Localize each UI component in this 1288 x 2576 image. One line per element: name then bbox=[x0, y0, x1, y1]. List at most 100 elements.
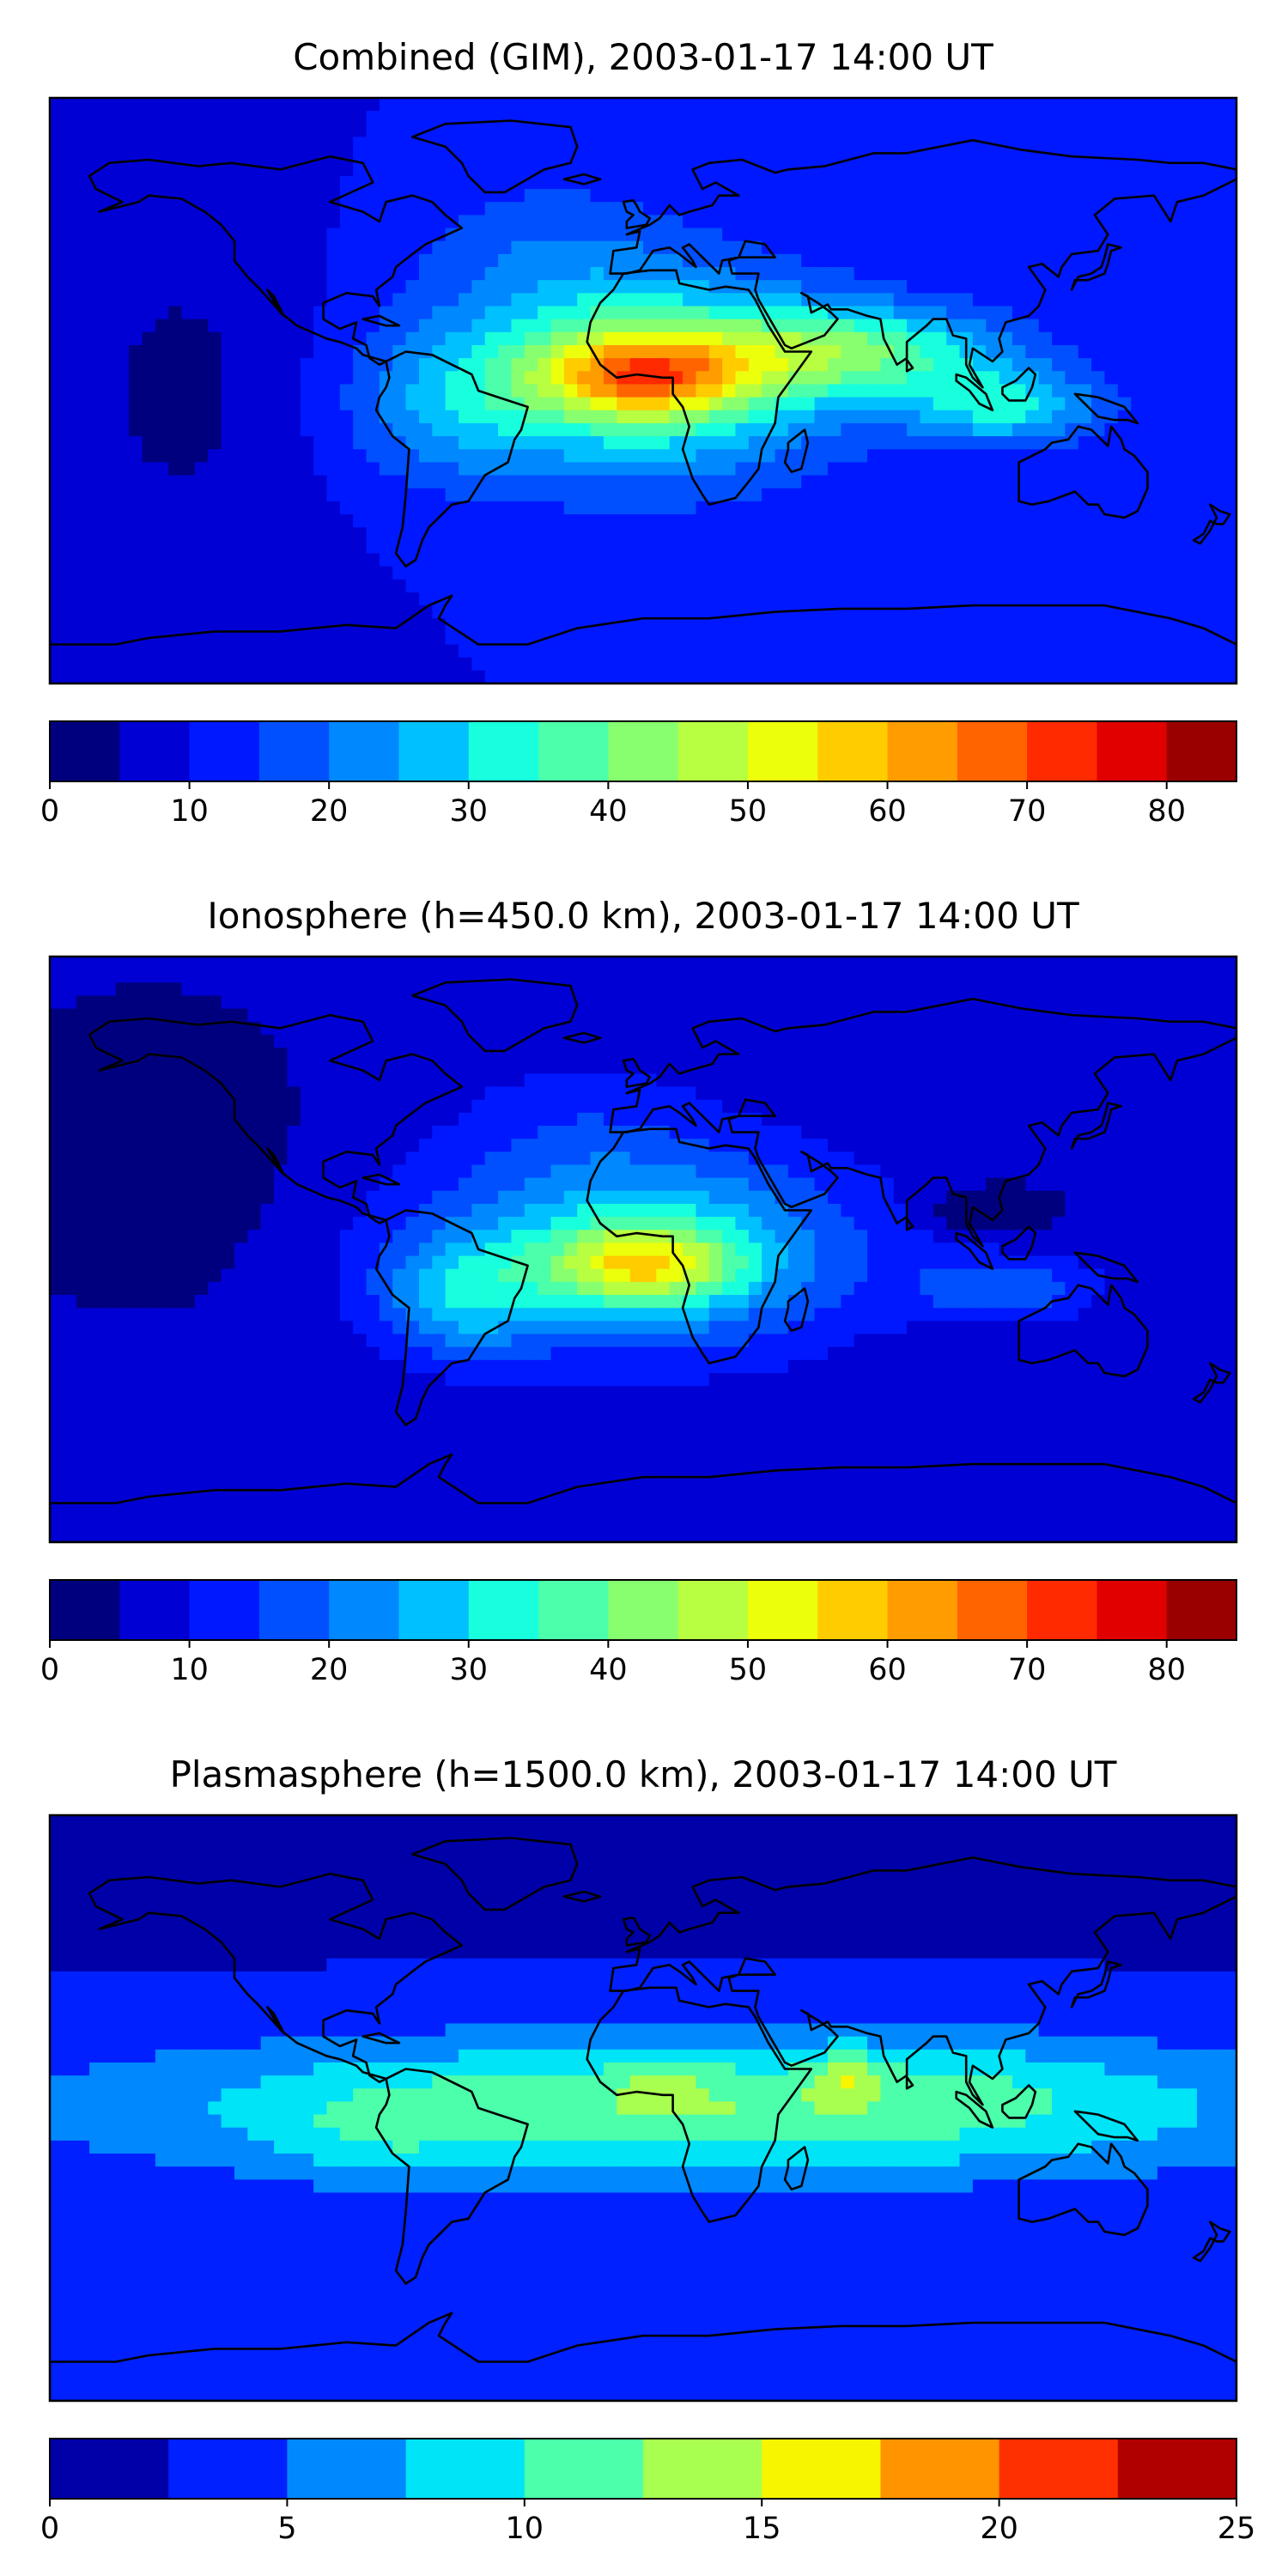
contour-cell bbox=[142, 384, 156, 398]
contour-cell bbox=[76, 397, 90, 411]
contour-cell bbox=[946, 540, 961, 555]
contour-cell bbox=[445, 149, 459, 164]
contour-cell bbox=[484, 331, 499, 346]
contour-cell bbox=[208, 488, 222, 502]
contour-cell bbox=[841, 280, 855, 294]
contour-cell bbox=[89, 644, 104, 659]
contour-cell bbox=[801, 240, 816, 255]
contour-cell bbox=[907, 228, 921, 242]
contour-cell bbox=[617, 995, 631, 1010]
contour-cell bbox=[1078, 358, 1092, 372]
contour-cell bbox=[590, 215, 605, 229]
contour-cell bbox=[801, 1060, 816, 1074]
contour-cell bbox=[142, 513, 156, 528]
contour-cell bbox=[300, 449, 314, 463]
contour-cell bbox=[50, 189, 64, 203]
contour-cell bbox=[326, 111, 341, 125]
contour-cell bbox=[696, 422, 710, 437]
contour-cell bbox=[484, 449, 499, 463]
contour-cell bbox=[459, 1073, 472, 1088]
contour-cell bbox=[643, 969, 657, 983]
contour-cell bbox=[696, 397, 710, 411]
contour-cell bbox=[603, 253, 617, 268]
contour-cell bbox=[353, 462, 368, 477]
contour-cell bbox=[814, 605, 829, 619]
colorbar-tick-label: 40 bbox=[589, 794, 628, 829]
contour-cell bbox=[274, 1034, 288, 1048]
contour-cell bbox=[247, 280, 262, 294]
contour-cell bbox=[999, 240, 1013, 255]
contour-cell bbox=[643, 579, 657, 593]
contour-cell bbox=[683, 1034, 697, 1048]
contour-cell bbox=[1183, 513, 1198, 528]
contour-cell bbox=[379, 605, 393, 619]
contour-cell bbox=[445, 331, 459, 346]
contour-cell bbox=[708, 124, 723, 138]
contour-cell bbox=[524, 657, 538, 671]
contour-cell bbox=[735, 436, 750, 450]
contour-cell bbox=[656, 397, 671, 411]
contour-cell bbox=[339, 162, 354, 177]
contour-cell bbox=[142, 436, 156, 450]
contour-cell bbox=[1104, 982, 1119, 997]
contour-cell bbox=[76, 540, 90, 555]
contour-cell bbox=[1104, 293, 1119, 307]
contour-cell bbox=[181, 644, 196, 659]
contour-cell bbox=[129, 422, 143, 437]
contour-cell bbox=[617, 501, 631, 515]
contour-cell bbox=[484, 1021, 499, 1036]
contour-cell bbox=[142, 527, 156, 541]
contour-cell bbox=[511, 982, 526, 997]
contour-cell bbox=[656, 384, 671, 398]
contour-cell bbox=[142, 344, 156, 359]
contour-cell bbox=[946, 969, 961, 983]
contour-cell bbox=[1065, 175, 1079, 190]
contour-cell bbox=[326, 215, 341, 229]
contour-cell bbox=[1223, 293, 1236, 307]
contour-cell bbox=[590, 462, 605, 477]
contour-cell bbox=[418, 344, 433, 359]
contour-cell bbox=[300, 670, 314, 683]
contour-cell bbox=[999, 527, 1013, 541]
contour-cell bbox=[50, 1008, 64, 1023]
contour-cell bbox=[168, 957, 183, 970]
contour-cell bbox=[748, 149, 762, 164]
contour-cell bbox=[287, 1073, 301, 1088]
contour-cell bbox=[1038, 1048, 1053, 1061]
contour-cell bbox=[194, 501, 209, 515]
contour-cell bbox=[1025, 436, 1040, 450]
contour-cell bbox=[946, 1008, 961, 1023]
contour-cell bbox=[1025, 475, 1040, 489]
contour-cell bbox=[63, 969, 77, 983]
contour-cell bbox=[1196, 111, 1211, 125]
contour-cell bbox=[708, 1060, 723, 1074]
contour-cell bbox=[300, 462, 314, 477]
contour-cell bbox=[538, 111, 552, 125]
contour-cell bbox=[1131, 957, 1145, 970]
contour-cell bbox=[563, 657, 578, 671]
contour-cell bbox=[617, 240, 631, 255]
contour-cell bbox=[115, 1021, 130, 1036]
contour-cell bbox=[814, 189, 829, 203]
contour-cell bbox=[946, 592, 961, 606]
contour-cell bbox=[1052, 397, 1066, 411]
contour-cell bbox=[1210, 149, 1224, 164]
contour-cell bbox=[260, 384, 275, 398]
contour-cell bbox=[603, 501, 617, 515]
contour-cell bbox=[459, 319, 472, 333]
contour-cell bbox=[115, 969, 130, 983]
contour-cell bbox=[933, 149, 947, 164]
contour-cell bbox=[827, 240, 841, 255]
contour-cell bbox=[313, 1060, 328, 1074]
contour-cell bbox=[445, 982, 459, 997]
contour-cell bbox=[748, 501, 762, 515]
contour-cell bbox=[366, 202, 380, 216]
contour-cell bbox=[1170, 397, 1185, 411]
contour-cell bbox=[603, 670, 617, 683]
contour-cell bbox=[498, 436, 513, 450]
contour-cell bbox=[405, 657, 420, 671]
contour-cell bbox=[524, 436, 538, 450]
contour-cell bbox=[247, 371, 262, 386]
contour-cell bbox=[181, 488, 196, 502]
colorbar-tick-label: 10 bbox=[170, 794, 209, 829]
